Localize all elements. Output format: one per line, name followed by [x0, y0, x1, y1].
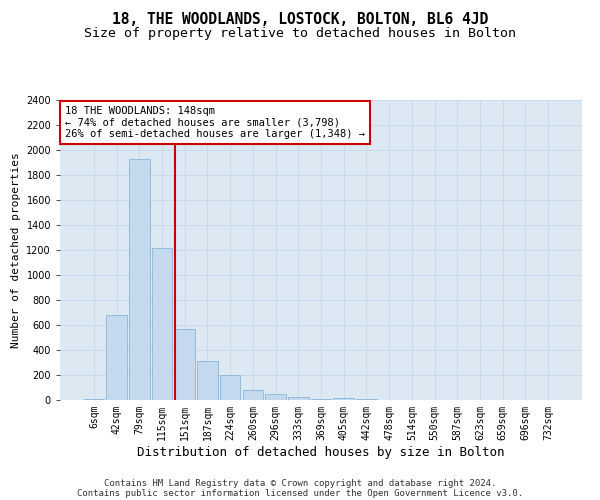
Text: 18, THE WOODLANDS, LOSTOCK, BOLTON, BL6 4JD: 18, THE WOODLANDS, LOSTOCK, BOLTON, BL6 … [112, 12, 488, 28]
Bar [334, 398, 354, 400]
Bar [106, 315, 127, 400]
Bar [265, 394, 286, 400]
Text: 18 THE WOODLANDS: 148sqm
← 74% of detached houses are smaller (3,798)
26% of sem: 18 THE WOODLANDS: 148sqm ← 74% of detach… [65, 106, 365, 139]
Bar [84, 399, 104, 400]
Text: Contains public sector information licensed under the Open Government Licence v3: Contains public sector information licen… [77, 488, 523, 498]
Bar [288, 397, 308, 400]
Text: Contains HM Land Registry data © Crown copyright and database right 2024.: Contains HM Land Registry data © Crown c… [104, 478, 496, 488]
X-axis label: Distribution of detached houses by size in Bolton: Distribution of detached houses by size … [137, 446, 505, 458]
Text: Size of property relative to detached houses in Bolton: Size of property relative to detached ho… [84, 28, 516, 40]
Bar [242, 390, 263, 400]
Bar [220, 375, 241, 400]
Bar [175, 329, 195, 400]
Y-axis label: Number of detached properties: Number of detached properties [11, 152, 20, 348]
Bar [129, 159, 149, 400]
Bar [152, 248, 172, 400]
Bar [197, 361, 218, 400]
